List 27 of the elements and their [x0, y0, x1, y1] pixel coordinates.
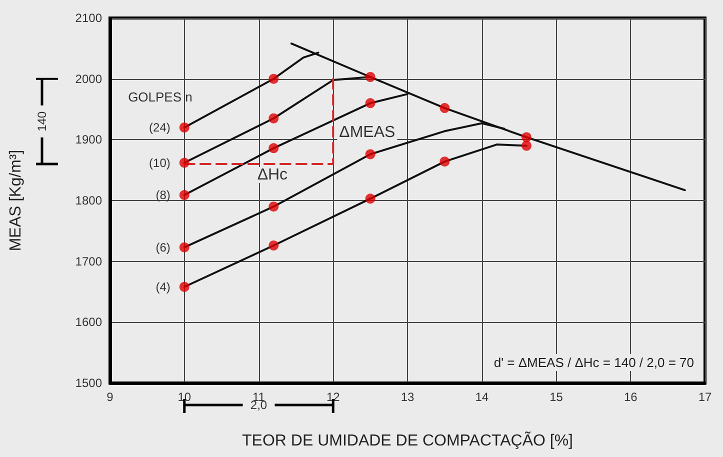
y-axis-title: MEAS [Kg/m³] [8, 150, 24, 252]
annotation: ΔHc [257, 166, 288, 184]
x-tick-label: 16 [624, 390, 638, 404]
y-tick-label: 1900 [75, 132, 102, 147]
y-tick-label: 1600 [75, 315, 102, 330]
annotation: d' = ΔMEAS / ΔHc = 140 / 2,0 = 70 [494, 355, 694, 370]
series-label: (4) [156, 280, 170, 294]
y-tick-label: 1800 [75, 194, 102, 208]
legend-title: GOLPES n [128, 90, 192, 104]
text: 140 [35, 111, 49, 132]
x-tick-label: 14 [475, 390, 489, 404]
x-axis-title: TEOR DE UMIDADE DE COMPACTAÇÃO [%] [242, 430, 573, 450]
y-tick-label: 2000 [75, 72, 102, 86]
y-tick-label: 1500 [75, 376, 102, 390]
annotation: ΔMEAS [339, 124, 396, 141]
y-tick-label: 2100 [75, 11, 102, 25]
x-tick-label: 10 [178, 390, 192, 404]
y-tick-label: 1700 [75, 254, 102, 268]
x-tick-label: 15 [550, 390, 564, 404]
x-tick-label: 13 [400, 390, 414, 404]
series-label: (8) [156, 188, 170, 202]
x-tick-label: 12 [326, 390, 340, 404]
series-label: (6) [156, 240, 170, 254]
x-tick-label: 9 [106, 390, 114, 404]
series-label: (24) [149, 120, 170, 134]
series-label: (10) [149, 156, 170, 170]
x-tick-label: 17 [698, 390, 712, 404]
